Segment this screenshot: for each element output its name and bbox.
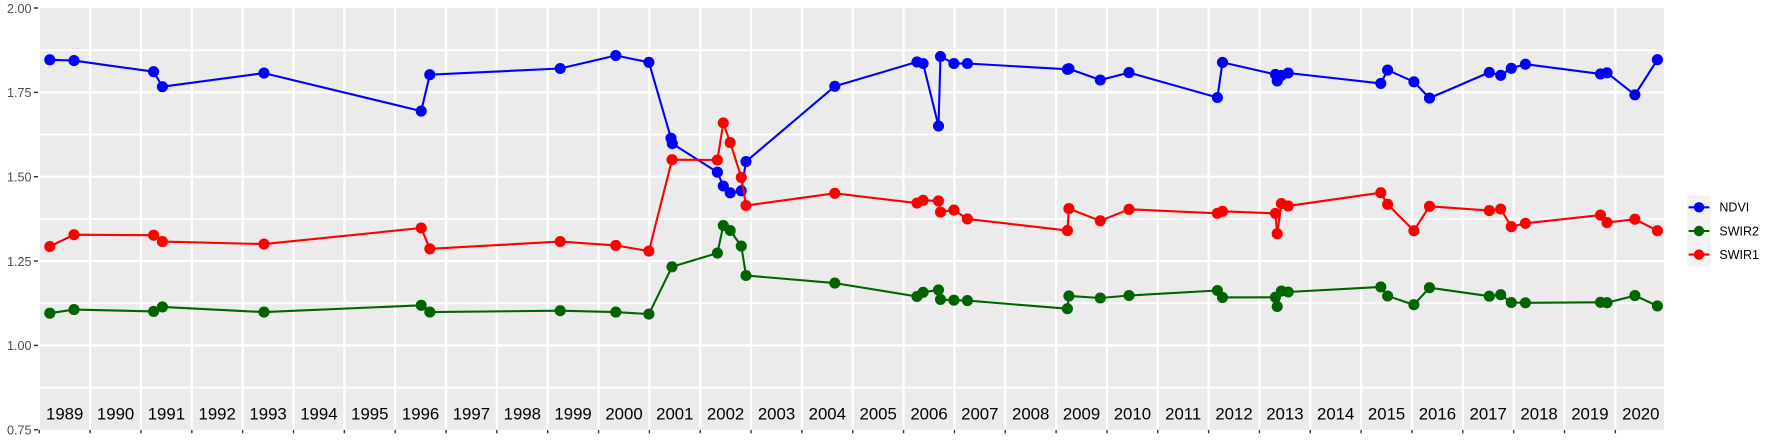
svg-text:2.00: 2.00: [7, 2, 32, 16]
svg-text:1997: 1997: [453, 405, 490, 424]
svg-text:1995: 1995: [351, 405, 388, 424]
svg-text:1999: 1999: [554, 405, 591, 424]
svg-text:1996: 1996: [402, 405, 439, 424]
svg-text:2017: 2017: [1470, 405, 1507, 424]
svg-text:2019: 2019: [1571, 405, 1608, 424]
svg-text:1998: 1998: [504, 405, 541, 424]
svg-text:2000: 2000: [605, 405, 642, 424]
svg-text:1992: 1992: [199, 405, 236, 424]
svg-text:2006: 2006: [910, 405, 947, 424]
svg-text:1.50: 1.50: [7, 171, 32, 185]
svg-text:SWIR2: SWIR2: [1719, 224, 1759, 238]
svg-text:0.75: 0.75: [7, 424, 32, 438]
svg-text:SWIR1: SWIR1: [1719, 248, 1759, 262]
svg-text:2001: 2001: [656, 405, 693, 424]
svg-text:1990: 1990: [97, 405, 134, 424]
svg-text:1994: 1994: [300, 405, 337, 424]
svg-text:1991: 1991: [148, 405, 185, 424]
svg-text:2008: 2008: [1012, 405, 1049, 424]
svg-text:1.25: 1.25: [7, 255, 32, 269]
svg-text:NDVI: NDVI: [1719, 201, 1749, 215]
svg-text:2012: 2012: [1215, 405, 1252, 424]
svg-text:1989: 1989: [46, 405, 83, 424]
svg-text:2010: 2010: [1114, 405, 1151, 424]
svg-text:2002: 2002: [707, 405, 744, 424]
svg-text:2009: 2009: [1063, 405, 1100, 424]
svg-text:2005: 2005: [860, 405, 897, 424]
svg-text:1.00: 1.00: [7, 339, 32, 353]
svg-text:2011: 2011: [1165, 405, 1201, 424]
svg-text:2014: 2014: [1317, 405, 1354, 424]
svg-text:2016: 2016: [1419, 405, 1456, 424]
svg-text:2018: 2018: [1520, 405, 1557, 424]
svg-text:2013: 2013: [1266, 405, 1303, 424]
svg-text:2015: 2015: [1368, 405, 1405, 424]
svg-text:2003: 2003: [758, 405, 795, 424]
svg-text:2007: 2007: [961, 405, 998, 424]
svg-text:2004: 2004: [809, 405, 846, 424]
svg-text:1.75: 1.75: [7, 86, 32, 100]
svg-text:1993: 1993: [249, 405, 286, 424]
svg-text:2020: 2020: [1622, 405, 1659, 424]
